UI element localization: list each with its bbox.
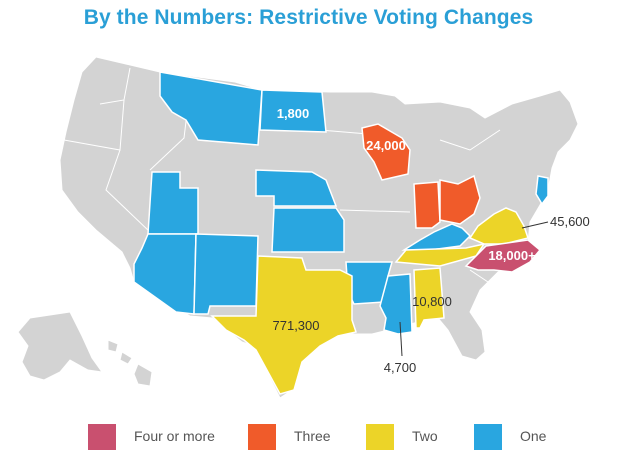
label-mississippi: 4,700: [384, 360, 417, 375]
label-north-carolina: 18,000+: [488, 248, 536, 263]
label-virginia: 45,600: [550, 214, 590, 229]
legend-label-two: Two: [412, 428, 438, 444]
state-indiana: [413, 181, 441, 229]
state-arizona: [133, 233, 197, 315]
legend-swatch-three: [248, 424, 276, 450]
legend-swatch-four-or-more: [88, 424, 116, 450]
state-virginia: [468, 207, 529, 245]
state-north-dakota: [259, 89, 327, 133]
label-texas: 771,300: [273, 318, 320, 333]
legend-label-three: Three: [294, 428, 331, 444]
label-wisconsin: 24,000: [366, 138, 406, 153]
legend-label-one: One: [520, 428, 547, 444]
state-mississippi: [379, 273, 413, 335]
state-borders: [63, 67, 521, 291]
virginia-callout-line: [521, 221, 549, 229]
state-kansas: [271, 207, 345, 253]
label-north-dakota: 1,800: [277, 106, 310, 121]
label-alabama: 10,800: [412, 294, 452, 309]
mississippi-callout-line: [399, 321, 403, 357]
state-north-carolina: [464, 239, 542, 273]
state-wisconsin: [361, 123, 411, 181]
state-texas: [210, 255, 357, 395]
legend: Four or more Three Two One: [0, 424, 617, 450]
state-ohio: [439, 174, 481, 225]
legend-swatch-one: [474, 424, 502, 450]
state-new-jersey: [535, 175, 549, 206]
state-alabama: [413, 267, 445, 329]
map-title: By the Numbers: Restrictive Voting Chang…: [83, 6, 534, 29]
state-new-mexico: [193, 233, 259, 315]
legend-swatch-two: [366, 424, 394, 450]
state-nebraska: [255, 169, 338, 207]
alaska: [17, 311, 104, 381]
legend-label-four-or-more: Four or more: [134, 428, 215, 444]
hawaii: [107, 339, 153, 387]
